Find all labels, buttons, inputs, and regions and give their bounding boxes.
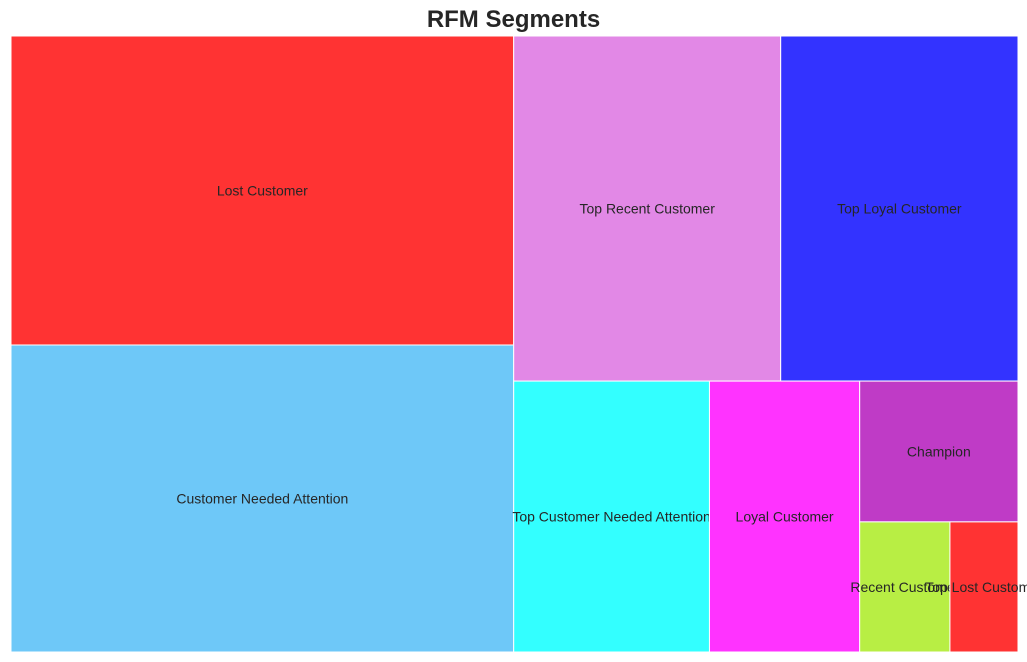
tile-rect-champion <box>859 380 1019 523</box>
tile-top-lost-customer: Top Lost Customer <box>925 521 1027 653</box>
tile-rect-top-loyal-customer <box>780 35 1019 382</box>
tile-label-recent-customer: Recent Customer <box>850 579 959 595</box>
tile-label-loyal-customer: Loyal Customer <box>736 509 834 525</box>
tile-label-customer-needed-attention: Customer Needed Attention <box>176 490 348 506</box>
tile-top-customer-needed-attention: Top Customer Needed Attention <box>512 380 711 653</box>
tile-label-champion: Champion <box>907 443 971 459</box>
tile-lost-customer: Lost Customer <box>10 35 515 346</box>
chart-title: RFM Segments <box>426 6 601 33</box>
tile-label-top-loyal-customer: Top Loyal Customer <box>837 201 962 217</box>
tile-label-top-recent-customer: Top Recent Customer <box>579 201 715 217</box>
tile-label-lost-customer: Lost Customer <box>217 182 308 198</box>
tile-top-recent-customer: Top Recent Customer <box>513 35 782 382</box>
tile-customer-needed-attention: Customer Needed Attention <box>10 344 515 653</box>
tile-rect-top-lost-customer <box>949 521 1019 653</box>
tile-recent-customer: Recent Customer <box>850 521 960 653</box>
tile-label-top-customer-needed-attention: Top Customer Needed Attention <box>512 509 710 525</box>
tile-rect-top-customer-needed-attention <box>513 380 710 653</box>
tile-label-top-lost-customer: Top Lost Customer <box>925 579 1027 595</box>
tile-rect-recent-customer <box>859 521 951 653</box>
tile-loyal-customer: Loyal Customer <box>708 380 861 653</box>
tile-rect-loyal-customer <box>708 380 861 653</box>
tile-rect-customer-needed-attention <box>10 344 515 653</box>
tile-top-loyal-customer: Top Loyal Customer <box>780 35 1019 382</box>
tile-rect-lost-customer <box>10 35 515 346</box>
tile-champion: Champion <box>859 380 1019 523</box>
tile-rect-top-recent-customer <box>513 35 782 382</box>
